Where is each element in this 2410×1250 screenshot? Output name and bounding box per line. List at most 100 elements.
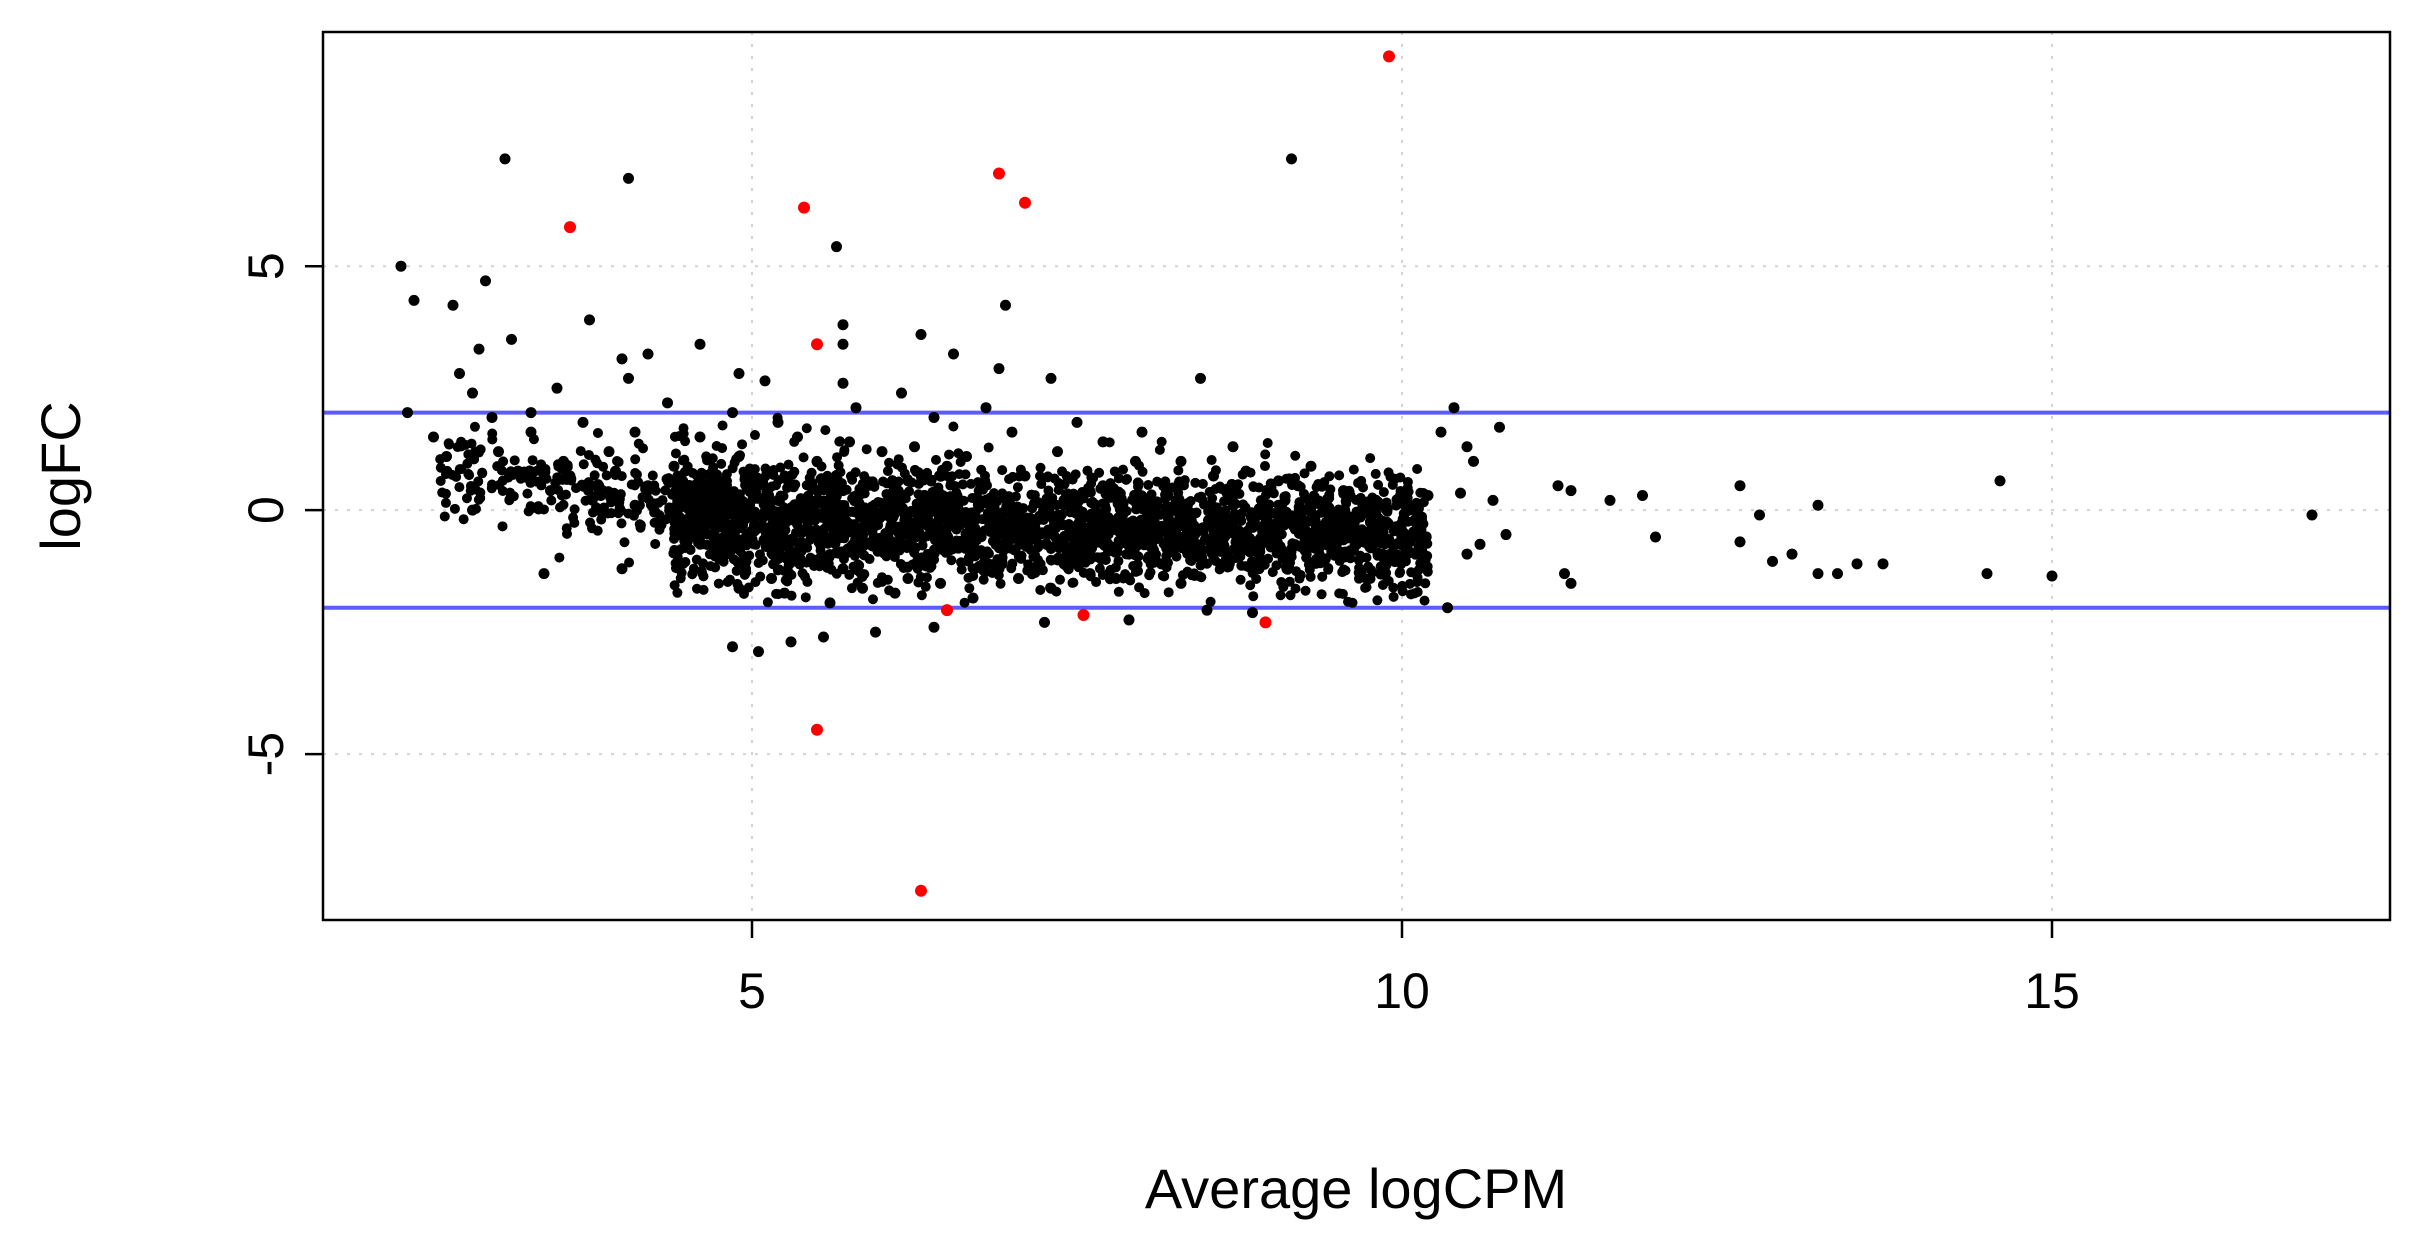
data-point — [1033, 497, 1044, 508]
data-point — [831, 469, 842, 480]
data-point — [806, 467, 817, 478]
data-point — [1020, 541, 1031, 552]
data-point — [1195, 372, 1206, 384]
data-point — [928, 621, 940, 633]
data-point — [1019, 470, 1031, 482]
data-point — [763, 542, 774, 553]
data-point — [848, 561, 859, 572]
data-point — [1004, 474, 1015, 485]
data-point — [1650, 531, 1661, 543]
plot-frame — [321, 30, 2392, 922]
data-point — [1079, 489, 1090, 500]
data-point — [913, 467, 924, 478]
data-point — [753, 646, 764, 658]
data-point — [714, 553, 725, 565]
data-point — [1133, 566, 1144, 577]
data-point — [504, 495, 515, 506]
data-point — [1094, 467, 1105, 478]
data-point — [1170, 495, 1181, 506]
data-point — [1415, 558, 1426, 569]
data-point — [889, 552, 900, 563]
data-point — [395, 260, 407, 272]
data-point — [1095, 515, 1106, 526]
data-point — [602, 508, 613, 519]
data-point — [498, 456, 509, 467]
data-point — [512, 465, 524, 477]
data-point — [809, 561, 820, 572]
data-point — [890, 502, 901, 513]
data-point — [1388, 591, 1399, 602]
data-point — [1388, 582, 1399, 593]
data-point — [1398, 508, 1409, 519]
data-point — [466, 438, 477, 449]
data-point — [1559, 568, 1570, 580]
data-point — [577, 416, 589, 428]
data-point — [779, 587, 790, 599]
data-point — [1219, 496, 1230, 507]
data-point — [661, 474, 672, 485]
data-point — [713, 578, 724, 589]
data-point — [1183, 509, 1194, 520]
data-point — [1198, 557, 1209, 568]
data-point — [1786, 548, 1798, 560]
data-point — [525, 426, 537, 438]
data-point — [1245, 520, 1256, 531]
data-point — [737, 439, 748, 450]
data-point — [1448, 402, 1460, 414]
data-point — [1248, 481, 1259, 492]
data-point — [978, 574, 989, 585]
data-point — [1100, 489, 1111, 500]
data-point — [1565, 485, 1577, 497]
data-point — [965, 478, 976, 489]
data-point — [1035, 584, 1046, 595]
data-point — [837, 563, 849, 575]
data-point — [1387, 479, 1398, 490]
data-point — [1316, 589, 1327, 600]
data-point — [461, 493, 472, 504]
data-point — [733, 582, 745, 594]
data-point — [664, 505, 675, 516]
data-point — [1149, 509, 1161, 521]
data-point — [935, 577, 946, 589]
data-point — [1334, 470, 1345, 481]
data-point — [746, 471, 757, 482]
axes: 5 10 15 -5 0 5 — [238, 252, 2080, 1019]
data-point — [1253, 563, 1265, 575]
data-point — [1006, 529, 1017, 540]
data-point — [720, 538, 731, 549]
data-point — [1227, 499, 1239, 511]
data-point — [1325, 484, 1336, 495]
data-point — [939, 544, 950, 555]
data-point — [1395, 472, 1406, 483]
data-point — [818, 631, 829, 643]
data-point — [837, 485, 849, 497]
data-point — [748, 520, 759, 531]
data-point — [897, 462, 908, 473]
data-point — [1008, 511, 1019, 522]
data-point — [1277, 511, 1288, 522]
data-point — [818, 485, 829, 496]
data-point — [1026, 489, 1037, 500]
data-point — [882, 465, 893, 476]
data-point — [826, 522, 837, 533]
data-point — [953, 448, 964, 459]
data-point — [1994, 475, 2006, 487]
data-point — [1114, 504, 1125, 515]
data-point — [1239, 539, 1250, 550]
data-point — [939, 515, 950, 526]
data-point — [909, 441, 920, 453]
data-point — [1057, 466, 1068, 477]
data-point — [670, 563, 681, 574]
data-point — [1138, 536, 1149, 547]
data-point — [1296, 512, 1307, 523]
data-point — [1301, 552, 1312, 563]
data-point — [1034, 470, 1045, 481]
data-point — [616, 353, 628, 365]
data-point — [1028, 551, 1039, 562]
data-point — [1812, 568, 1824, 580]
data-point — [800, 592, 811, 603]
data-point — [1236, 515, 1247, 526]
data-point — [967, 592, 979, 604]
data-point — [911, 498, 922, 509]
data-point — [1175, 577, 1187, 589]
